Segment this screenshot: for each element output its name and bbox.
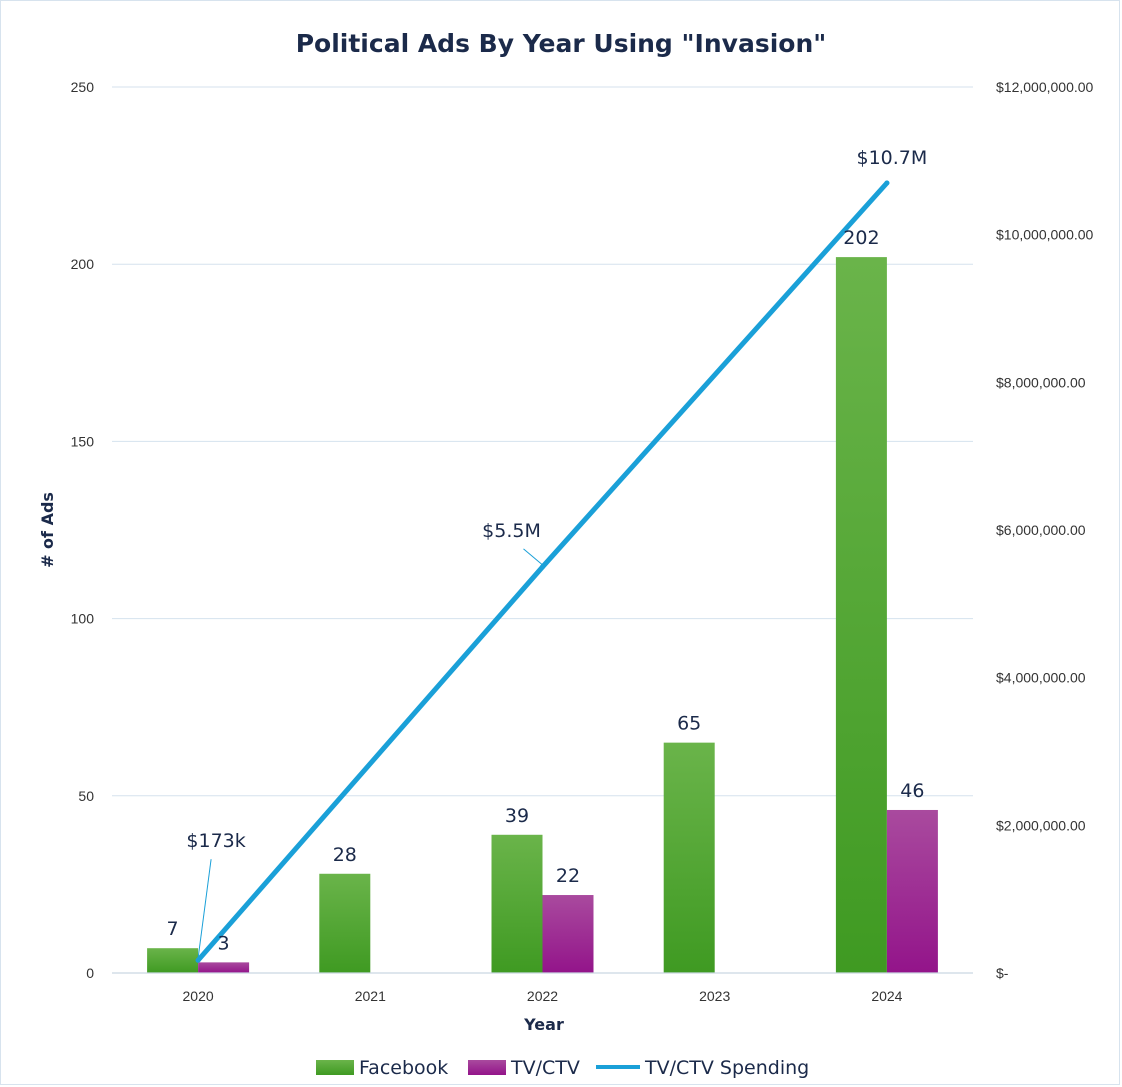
spending-point [884,180,890,186]
facebook-bar [663,742,715,973]
y2-tick-label: $2,000,000.00 [996,817,1086,833]
y2-tick-label: $8,000,000.00 [996,374,1086,390]
x-tick-label: 2020 [183,988,214,1004]
spending-leader-line [197,859,212,959]
legend-label: TV/CTV Spending [644,1057,809,1079]
legend: Facebook TV/CTV TV/CTV Spending [316,1057,809,1079]
y-tick-label: 100 [71,611,95,627]
spending-label: $173k [186,830,245,852]
chart-title: Political Ads By Year Using "Invasion" [296,29,827,58]
tvctv-bar-label: 46 [900,780,924,802]
y-tick-label: 50 [78,788,94,804]
facebook-bar-label: 28 [333,844,357,866]
legend-item: Facebook [316,1057,448,1079]
tvctv-bar [542,895,594,973]
y-tick-label: 0 [86,965,94,981]
legend-label: Facebook [359,1057,448,1079]
y-tick-label: 150 [71,433,95,449]
facebook-bar-label: 65 [677,713,701,735]
legend-label: TV/CTV [510,1057,580,1079]
gridlines [112,86,973,797]
x-tick-label: 2021 [355,988,386,1004]
facebook-bar [319,873,371,973]
facebook-bar-label: 7 [167,918,179,940]
facebook-bar [491,834,543,973]
facebook-bar-label: 202 [843,227,879,249]
bars [147,257,938,973]
x-axis-title: Year [523,1015,564,1034]
tvctv-bar-label: 22 [556,865,580,887]
facebook-bar-label: 39 [505,805,529,827]
legend-item: TV/CTV [468,1057,580,1079]
spending-leader-line [523,548,543,566]
tvctv-bar-label: 3 [218,932,230,954]
y2-tick-label: $6,000,000.00 [996,522,1086,538]
spending-point [195,957,201,963]
facebook-bar [147,948,199,973]
legend-swatch [316,1060,354,1075]
spending-label: $5.5M [482,520,541,542]
y2-tick-label: $- [996,965,1009,981]
y-axis-title: # of Ads [38,492,57,568]
tvctv-bar [198,962,250,973]
y-tick-label: 200 [71,256,95,272]
legend-item: TV/CTV Spending [596,1057,809,1079]
y2-tick-label: $12,000,000.00 [996,79,1094,95]
axes: 0 50 100 150 200 250 $- $2,000,000.00 $4,000,000… [71,79,1094,1004]
data-labels: 7 28 39 65 202 3 22 46 $173k $5.5M $10.7M [167,147,928,959]
x-tick-label: 2023 [699,988,730,1004]
y2-tick-label: $10,000,000.00 [996,227,1094,243]
y-tick-label: 250 [71,79,95,95]
tvctv-bar [886,809,938,973]
y2-tick-label: $4,000,000.00 [996,670,1086,686]
x-tick-label: 2024 [871,988,902,1004]
x-tick-label: 2022 [527,988,558,1004]
facebook-bar [835,257,887,973]
legend-swatch [468,1060,506,1075]
spending-point [540,564,545,570]
spending-line-layer [195,180,890,963]
spending-label: $10.7M [857,147,928,169]
